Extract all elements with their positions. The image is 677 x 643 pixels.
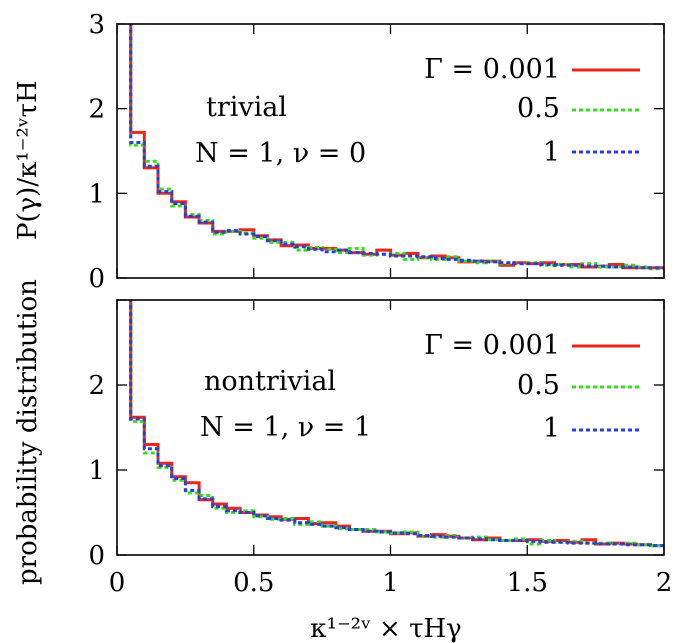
y-tick-label: 2 (88, 371, 105, 401)
x-tick-label: 0.5 (233, 568, 274, 598)
bottom-panel-params: N = 1, ν = 1 (200, 412, 371, 443)
y-tick-label: 3 (88, 10, 105, 40)
x-tick-label: 2 (656, 568, 673, 598)
y-tick-label: 1 (88, 456, 105, 486)
y-axis-label-top: P(γ)/κ¹⁻²ᵛτH (13, 80, 43, 240)
series-line-blue (129, 24, 664, 270)
top-panel-params: N = 1, ν = 0 (195, 138, 366, 169)
top-legend: Γ = 0.001 0.5 1 (424, 54, 640, 168)
y-tick-label: 0 (88, 541, 105, 571)
bottom-panel: 0 1 2 0 0.5 1 1.5 2 (88, 299, 673, 598)
legend-label-half: 0.5 (517, 370, 560, 401)
bottom-panel-name: nontrivial (204, 366, 336, 397)
x-tick-label: 1 (382, 568, 399, 598)
y-tick-label: 1 (88, 179, 105, 209)
series-line-red (129, 300, 664, 548)
legend-label-half: 0.5 (517, 93, 560, 124)
y-tick-label: 0 (88, 264, 105, 294)
top-panel: 0 1 2 3 (88, 10, 665, 294)
legend-label-gamma: Γ = 0.001 (424, 330, 560, 361)
y-axis-label-outer: probability distribution (13, 279, 43, 585)
legend-label-gamma: Γ = 0.001 (424, 54, 560, 85)
series-line-blue (129, 300, 664, 548)
y-tick-label: 2 (88, 95, 105, 125)
legend-label-one: 1 (543, 413, 560, 444)
x-tick-label: 0 (109, 568, 126, 598)
bottom-legend: Γ = 0.001 0.5 1 (424, 330, 640, 444)
series-line-red (129, 24, 664, 270)
series-line-green (129, 24, 664, 271)
x-tick-label: 1.5 (507, 568, 548, 598)
series-group (129, 300, 664, 548)
legend-label-one: 1 (543, 137, 560, 168)
x-axis-label: κ¹⁻²ᵛ × τHγ (310, 614, 461, 643)
series-group (129, 24, 664, 271)
top-panel-name: trivial (206, 92, 287, 123)
